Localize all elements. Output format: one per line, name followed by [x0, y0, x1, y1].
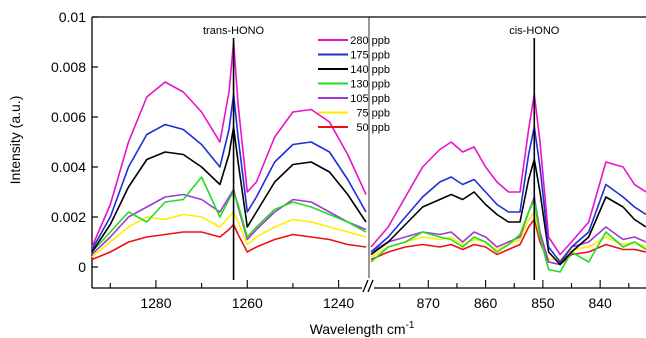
series-line-140-ppb: [91, 126, 367, 253]
annotation-label: cis-HONO: [509, 25, 560, 37]
x-axis-title: Wavelength cm-1: [310, 320, 415, 337]
legend-label: 105 ppb: [350, 93, 390, 105]
y-axis: 0 0.002 0.004 0.006 0.008 0.01: [51, 9, 646, 288]
y-axis-title: Intensity (a.u.): [7, 96, 23, 185]
legend-label: 280 ppb: [350, 35, 390, 47]
legend: 280 ppb 175 ppb 140 ppb 130 ppb 105 ppb 75 pp…: [318, 35, 390, 134]
y-tick-label: 0.002: [51, 209, 86, 225]
y-tick-label: 0.01: [59, 9, 86, 25]
x-tick-label: 1280: [140, 295, 171, 311]
annotation-label: trans-HONO: [203, 25, 265, 37]
axis-break: [362, 278, 374, 294]
legend-label: 75 ppb: [356, 108, 390, 120]
x-tick-label: 840: [588, 295, 612, 311]
y-tick-label: 0.006: [51, 109, 86, 125]
series-line-105-ppb: [370, 196, 646, 266]
left-panel: 1280 1260 1240 trans-HONO: [91, 25, 367, 311]
x-tick-label: 1260: [232, 295, 263, 311]
x-axis-title-superscript: -1: [406, 320, 415, 331]
y-tick-label: 0.008: [51, 59, 86, 75]
legend-label: 175 ppb: [350, 50, 390, 62]
legend-label: 130 ppb: [350, 79, 390, 91]
series-line-140-ppb: [370, 158, 646, 266]
legend-label: 50 ppb: [356, 122, 390, 134]
x-tick-label: 860: [474, 295, 498, 311]
x-axis-title-text: Wavelength cm: [310, 321, 406, 337]
series-line-280-ppb: [370, 93, 646, 256]
x-tick-label: 1240: [323, 295, 354, 311]
series-line-75-ppb: [370, 211, 646, 261]
series-line-50-ppb: [91, 223, 367, 261]
x-tick-label: 870: [417, 295, 441, 311]
right-panel: 870 860 850 840 cis-HONO: [368, 17, 646, 311]
series-line-175-ppb: [370, 126, 646, 263]
y-tick-label: 0: [78, 259, 86, 275]
series-line-50-ppb: [370, 218, 646, 266]
axis-break-gap: [362, 278, 374, 294]
y-tick-label: 0.004: [51, 159, 86, 175]
series-line-130-ppb: [370, 198, 646, 273]
series-line-75-ppb: [91, 211, 367, 258]
axis-break-slash: [367, 279, 374, 293]
axis-break-slash: [362, 279, 369, 293]
legend-label: 140 ppb: [350, 64, 390, 76]
x-tick-label: 850: [531, 295, 555, 311]
